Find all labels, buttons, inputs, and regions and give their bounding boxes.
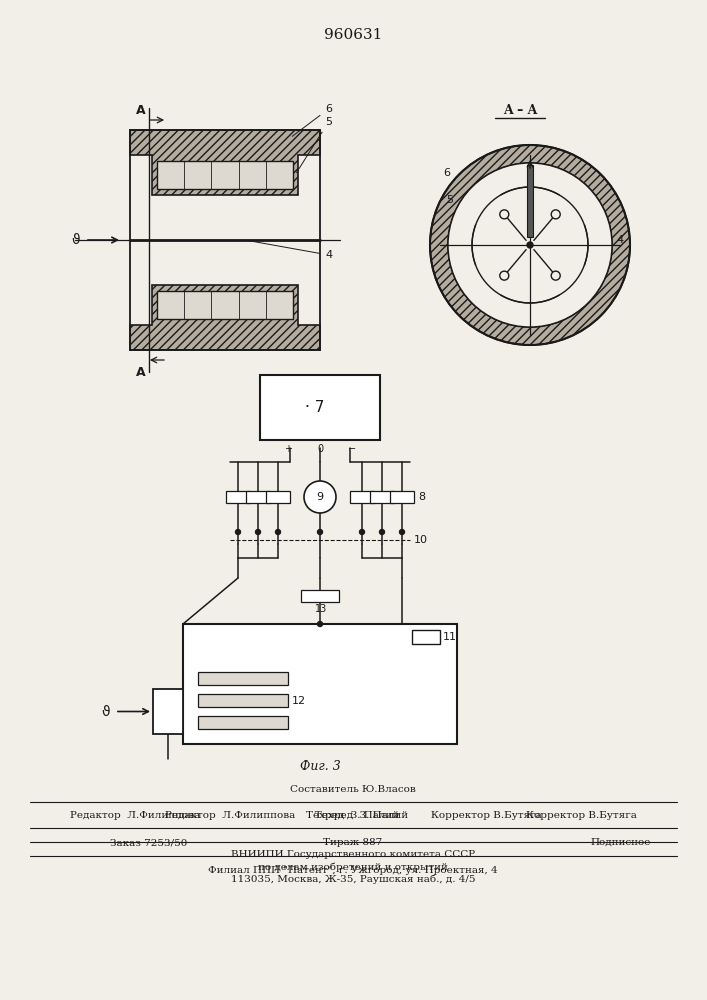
Bar (370, 491, 394, 503)
Text: −: − (348, 444, 356, 454)
Text: A – A: A – A (503, 104, 537, 116)
Text: ВНИИПИ Государственного комитета СССР: ВНИИПИ Государственного комитета СССР (231, 850, 475, 859)
Bar (226, 491, 250, 503)
Bar (350, 491, 374, 503)
Wedge shape (430, 145, 630, 345)
Text: 8: 8 (418, 492, 425, 502)
Circle shape (448, 163, 612, 327)
Text: 9: 9 (317, 492, 324, 502)
Text: ϑ: ϑ (102, 704, 110, 718)
Circle shape (317, 530, 322, 534)
Bar (198, 694, 288, 707)
Text: Заказ 7253/50: Заказ 7253/50 (110, 838, 187, 847)
Text: 5: 5 (296, 117, 332, 173)
Text: Редактор  Л.Филиппова: Редактор Л.Филиппова (70, 810, 200, 820)
Circle shape (276, 530, 281, 534)
Text: Корректор В.Бутяга: Корректор В.Бутяга (526, 810, 637, 820)
Text: 5: 5 (446, 195, 453, 205)
Circle shape (500, 271, 509, 280)
Text: по делам изобретений и открытий: по делам изобретений и открытий (258, 862, 448, 871)
Bar (260, 375, 380, 440)
Text: 4: 4 (616, 235, 623, 245)
Bar (198, 716, 288, 729)
Circle shape (527, 242, 533, 248)
Text: 11: 11 (443, 632, 457, 642)
Circle shape (359, 530, 365, 534)
Text: 6: 6 (292, 104, 332, 136)
Circle shape (500, 210, 509, 219)
Bar (527, 165, 533, 237)
Text: A: A (136, 104, 146, 116)
Text: Фиг. 3: Фиг. 3 (300, 760, 340, 772)
Circle shape (255, 530, 260, 534)
Bar (301, 590, 339, 602)
Polygon shape (130, 130, 320, 195)
Text: +: + (284, 444, 292, 454)
Text: 13: 13 (315, 604, 327, 614)
Text: Составитель Ю.Власов: Составитель Ю.Власов (290, 784, 416, 794)
Circle shape (235, 530, 240, 534)
Bar (246, 491, 270, 503)
Bar (157, 291, 293, 319)
Polygon shape (130, 285, 320, 350)
Text: A: A (136, 365, 146, 378)
Bar (157, 161, 293, 189)
Circle shape (317, 621, 322, 626)
Text: Техред  З. Палий: Техред З. Палий (306, 810, 399, 820)
Circle shape (380, 530, 385, 534)
Text: 0: 0 (317, 444, 323, 454)
Text: ϑ: ϑ (71, 233, 80, 247)
Text: Редактор  Л.Филиппова      Техред  3. Палий       Корректор В.Бутяга: Редактор Л.Филиппова Техред 3. Палий Кор… (165, 810, 542, 820)
Circle shape (304, 481, 336, 513)
Circle shape (551, 271, 560, 280)
Bar (412, 630, 440, 644)
Text: Фиг. 2: Фиг. 2 (259, 383, 300, 396)
Bar (183, 624, 457, 744)
Text: 113035, Москва, Ж-35, Раушская наб., д. 4/5: 113035, Москва, Ж-35, Раушская наб., д. … (230, 874, 475, 884)
Text: Филиал ППП "Патент", г. Ужгород, ул. Проектная, 4: Филиал ППП "Патент", г. Ужгород, ул. Про… (208, 866, 498, 875)
Circle shape (399, 530, 404, 534)
Text: Подписное: Подписное (590, 838, 650, 847)
Circle shape (551, 210, 560, 219)
Text: · 7: · 7 (305, 400, 325, 415)
Text: 960631: 960631 (324, 28, 382, 42)
Bar (266, 491, 290, 503)
Bar (153, 689, 183, 734)
Text: 10: 10 (414, 535, 428, 545)
Bar (198, 672, 288, 685)
Text: 6: 6 (443, 168, 450, 178)
Text: 4: 4 (247, 240, 332, 260)
Text: 12: 12 (292, 696, 306, 706)
Text: Тираж 887: Тираж 887 (323, 838, 382, 847)
Bar (390, 491, 414, 503)
